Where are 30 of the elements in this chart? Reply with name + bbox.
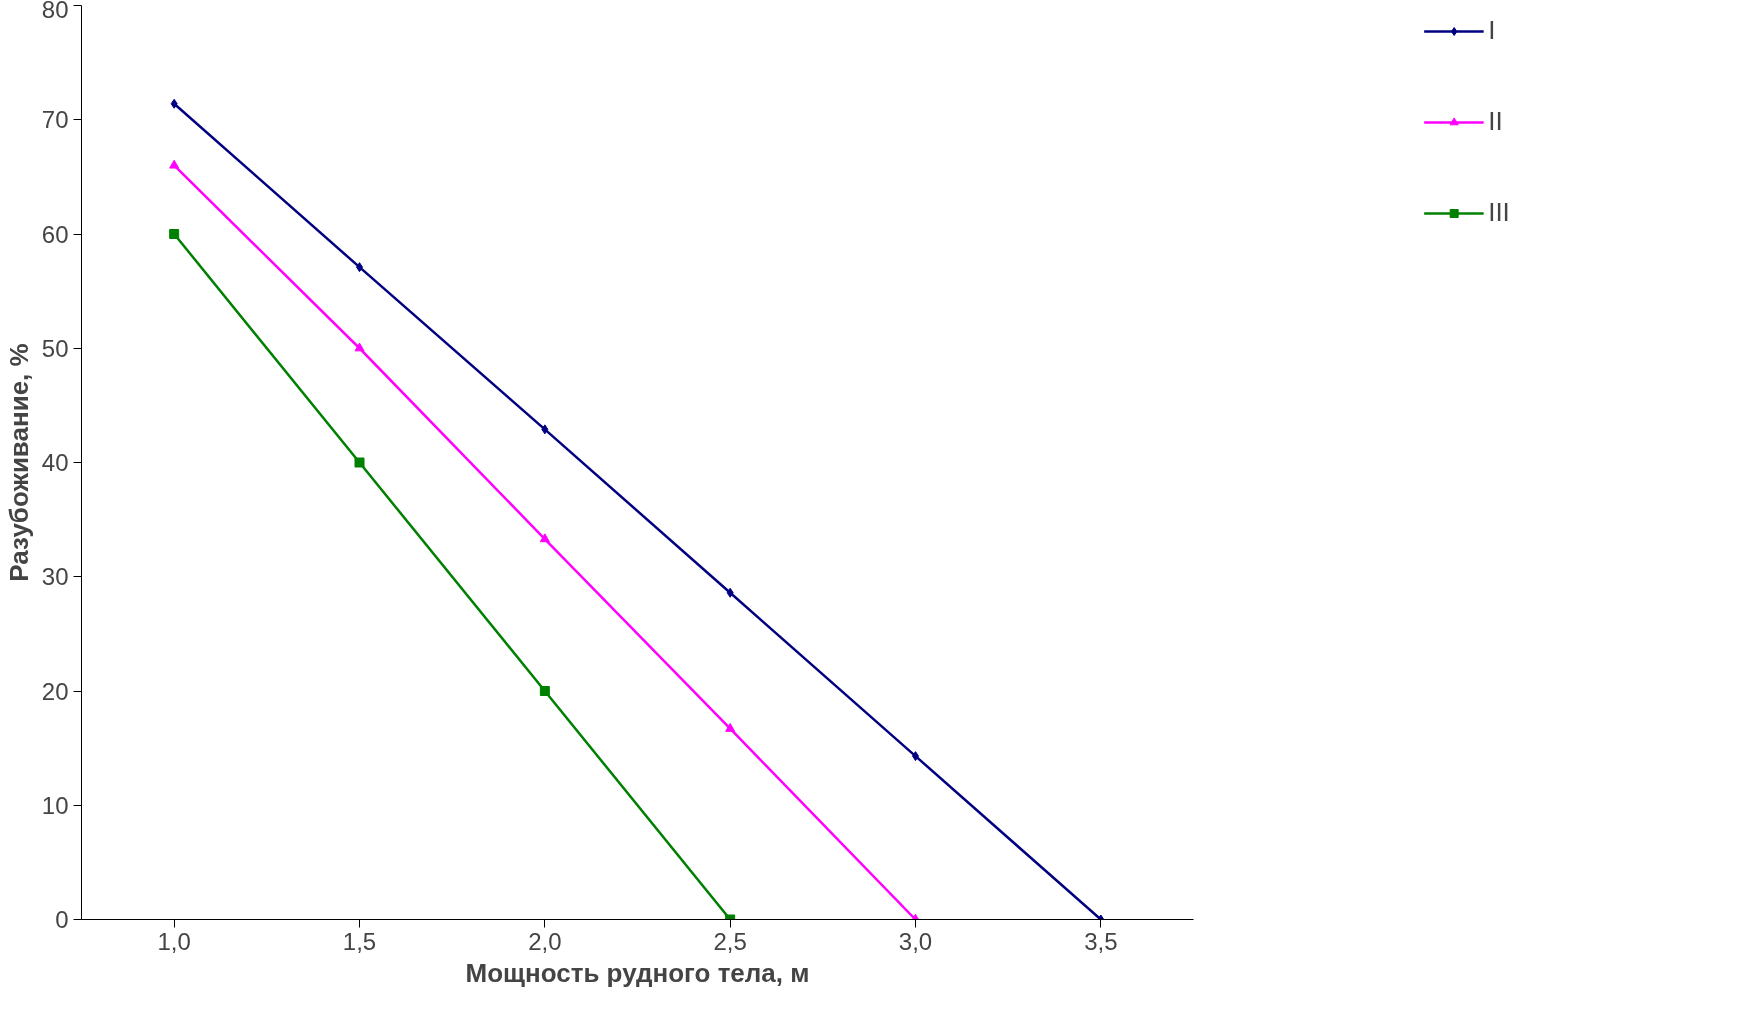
y-tick-label: 10	[41, 791, 69, 819]
x-tick-label: 1,0	[157, 927, 191, 955]
x-tick-label: 2,5	[713, 927, 747, 955]
x-tick-label: 3,0	[898, 927, 933, 955]
point	[170, 98, 178, 109]
point	[539, 533, 550, 543]
point	[541, 424, 549, 435]
point	[539, 686, 550, 696]
point	[725, 723, 736, 732]
x-tick-label: 3,5	[1084, 927, 1118, 955]
point	[354, 457, 365, 468]
y-tick-label: 30	[41, 563, 69, 591]
y-tick-label: 0	[55, 906, 69, 933]
y-tick-label: 70	[41, 106, 69, 134]
legend-label: III	[1488, 197, 1510, 228]
point	[169, 159, 180, 169]
y-tick-label: 80	[41, 0, 69, 23]
legend-label: I	[1488, 15, 1497, 46]
y-tick-label: 50	[41, 334, 69, 362]
point	[726, 587, 734, 598]
y-tick-label: 40	[41, 449, 69, 476]
y-tick-label: 20	[41, 677, 69, 705]
y-tick-label: 60	[41, 220, 69, 248]
legend-label: II	[1488, 106, 1504, 137]
point	[354, 342, 365, 352]
x-tick-label: 2,0	[528, 927, 562, 955]
y-axis-title: Разубоживание, %	[3, 343, 34, 582]
point	[169, 229, 180, 239]
x-axis-title: Мощность рудного тела, м	[465, 957, 810, 988]
x-tick-label: 1,5	[342, 927, 377, 955]
